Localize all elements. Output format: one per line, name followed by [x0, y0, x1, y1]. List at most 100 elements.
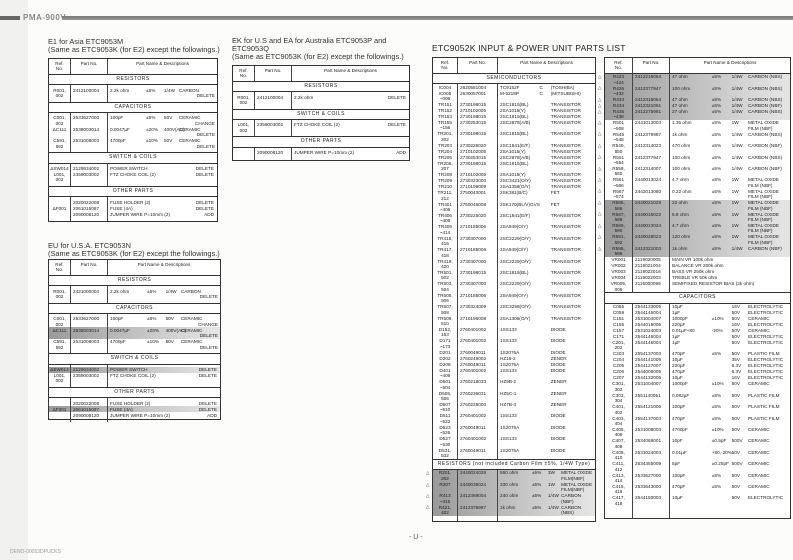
description-field: 1/4W — [731, 143, 743, 149]
table-row: VR005, 006 2116000099 SEMIFIXED RESISTOR B… — [605, 280, 790, 293]
description-fields: 10µF 16V ELECTROLYTIC — [672, 304, 789, 309]
part-no: 2531004007 — [633, 381, 670, 393]
ref-no: C205 — [605, 363, 633, 370]
part-description: 470pF ±5% 50V PLASTIC FILM — [670, 351, 790, 357]
table-row: D171 ~173 2760401002 1SS133 DIODE — [433, 338, 595, 350]
description-field: +80,-20% — [711, 449, 732, 455]
description-fields: 1µF 50V ELECTROLYTIC — [672, 310, 789, 315]
table-row: TR505, 506 2710185006 2SA949(O/Y) TRANSISTO… — [433, 292, 595, 304]
part-description: 2.2k ohm DELETE — [292, 94, 409, 105]
description-field: ELECTROLYTIC — [748, 340, 784, 346]
description-field: 1W — [731, 234, 739, 240]
safety-triangle-icon: △ — [598, 245, 602, 251]
table-row: C201, 202 2544146004 1µF 50V ELECTROLYTIC — [605, 339, 790, 352]
description-field: 2SA949(O/Y) — [500, 247, 528, 253]
table-header-row: Ref. No. Part No. Part Name & Descriptions — [49, 260, 220, 276]
part-description: 0.22 ohm ±5% 1W METAL OXIDE FILM (NBF) — [670, 188, 790, 199]
description-field: CERAMIC — [748, 449, 770, 455]
description-field: ±5% — [711, 472, 722, 478]
part-description: 2.2k ohm ±5% 1/4W CARBON DELETE — [108, 87, 217, 98]
change-action: DELETE — [196, 132, 215, 138]
table-row: C001, 002 2533627000 100pF ±5% 50V CERAMIC CHA… — [49, 115, 217, 127]
description-field — [539, 425, 550, 430]
part-no: 2544150003 — [633, 495, 670, 507]
ref-no — [49, 199, 71, 206]
part-no: 2760401002 — [458, 326, 498, 339]
description-field: JUMPER WIRE P=10mm (2) — [294, 150, 355, 156]
description-fields: 4700pF ±10% 50V CERAMIC — [110, 138, 216, 143]
description-field: ELECTROLYTIC — [748, 310, 784, 316]
description-field: 1W — [731, 200, 739, 206]
part-description: SEMIFIXED RESISTOR BIAS (2k ohm) — [670, 281, 790, 292]
change-action: CHANGE — [197, 321, 218, 327]
description-field: ±5% — [711, 74, 722, 80]
part-description: 0.082µF ±5% 50V PLASTIC FILM — [670, 393, 790, 404]
description-field: 470pF — [672, 484, 686, 490]
description-fields: 2SC2229(O/Y) TRANSISTOR — [500, 236, 594, 241]
description-field: DIODE — [550, 367, 566, 373]
part-description: 2SC3298(O/Y) TRANSISTOR — [498, 304, 595, 315]
description-field: TRANSISTOR — [550, 160, 581, 166]
part-no: 2412321003 — [633, 245, 670, 257]
part-no: 2750043001 — [458, 189, 498, 202]
description-field: ±5% — [531, 470, 542, 476]
table-row: TR209 2730323000 2SC3421(O/Y) TRANSISTOR — [433, 177, 595, 184]
description-field: 47 ohm — [672, 102, 688, 108]
description-field: 4700pF — [672, 427, 688, 433]
row-spacer — [49, 398, 220, 401]
description-field — [712, 310, 732, 315]
ref-no: D202 — [433, 355, 458, 362]
change-action: DELETE — [195, 171, 214, 177]
safety-triangle-icon: △ — [598, 108, 602, 114]
change-action: DELETE — [195, 165, 214, 171]
ref-no: C155 — [605, 321, 633, 328]
description-fields: 1S2076A DIODE — [500, 362, 594, 367]
part-no: 2440021029 — [633, 199, 670, 212]
description-fields: 2SC3298(O/Y) TRANSISTOR — [500, 304, 594, 309]
part-description: 470 ohm ±5% 1/4W CARBON (NBF) — [670, 143, 790, 154]
table-row: TR503, 504 2730307000 2SC2229(O/Y) TRANSIST… — [433, 281, 595, 293]
table-header-row: Ref. No. Part No. Part Name & Descriptions — [49, 59, 217, 75]
description-field: CERAMIC — [748, 438, 770, 444]
change-action: DELETE — [195, 205, 214, 211]
description-fields: 4700pF ±10% 50V CERAMIC — [110, 339, 219, 344]
part-no: 2119020005 — [633, 256, 670, 263]
description-field — [539, 259, 550, 264]
ref-no: R201, 202 △ — [426, 470, 458, 482]
part-no: 2531004007 — [633, 315, 670, 322]
part-description: JUMPER WIRE P=10mm (2) ADD — [108, 412, 220, 418]
description-field: 50V — [165, 339, 174, 345]
part-no: 2544146004 — [633, 333, 670, 340]
part-no: 2412377947 — [633, 85, 670, 97]
description-field: 2SK381(B/C) — [500, 190, 528, 196]
description-field: 1W — [731, 177, 739, 183]
table-row: R545 ~548 △ 2412379987 1k ohm ±5% 1/4W CARBON … — [598, 131, 790, 143]
part-no: 2544006005 — [633, 369, 670, 376]
description-field — [539, 161, 550, 166]
ref-no: R561 ~566 △ — [598, 177, 633, 189]
description-field: FTZ CHOKE COIL (2) — [294, 122, 340, 128]
part-description: 1SS133 DIODE — [498, 413, 595, 424]
description-field — [539, 178, 550, 183]
description-field: FET — [550, 201, 560, 207]
change-action: DELETE — [198, 372, 217, 378]
table-row: ΔF001 2061015087 FUSE (4A) DELETE — [49, 406, 220, 413]
part-description: 560 ohm ±5% 3W METAL OXIDE FILM(NBF) — [498, 470, 595, 481]
description-field — [539, 131, 550, 136]
table-row: C413, 414 2533627000 100pF ±5% 50V CERAMIC — [605, 472, 790, 484]
description-field: FUSE (4A) — [110, 406, 133, 412]
table-row: L001, 002 2359003002 FTZ CHOKE COIL (2) DEL… — [233, 122, 409, 134]
description-field: TRANSISTOR — [550, 119, 581, 125]
description-fields: 1SS133 DIODE — [500, 368, 594, 373]
description-fields: SEMIFIXED RESISTOR BIAS (2k ohm) — [672, 281, 789, 286]
part-description: 2SC3421(O/Y) TRANSISTOR — [498, 178, 595, 184]
part-no: 2544019005 — [633, 321, 670, 328]
description-fields: M-5218P C (MITSUBISHI) — [500, 91, 594, 96]
ref-no — [49, 400, 71, 407]
description-fields: 1S2076A DIODE — [500, 448, 594, 453]
table-row: C205 2544127007 220µF 6.3V ELECTROLYTIC — [605, 363, 790, 370]
description-field: 470pF — [672, 351, 686, 357]
ref-no: D527 ~530 — [433, 435, 458, 448]
part-no: 2533627000 — [71, 115, 108, 127]
description-field — [712, 322, 732, 327]
